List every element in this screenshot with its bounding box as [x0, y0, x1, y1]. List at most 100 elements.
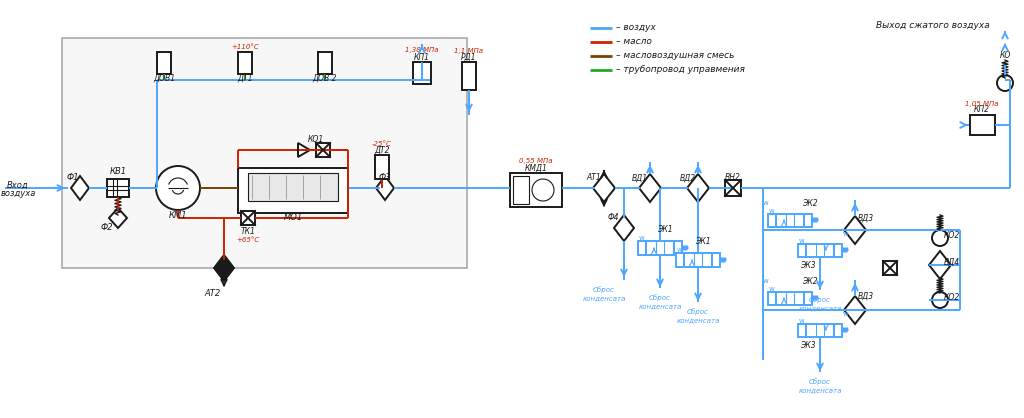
Circle shape	[932, 292, 948, 308]
Text: ЭК3: ЭК3	[800, 262, 816, 270]
Polygon shape	[614, 215, 634, 241]
Bar	[62, 38, 467, 268]
Bar	[798, 324, 806, 337]
Text: АТ2: АТ2	[205, 288, 221, 298]
Bar	[725, 180, 741, 196]
Text: 1,05 МПа: 1,05 МПа	[966, 101, 998, 107]
Text: КП2: КП2	[974, 105, 990, 115]
Text: w: w	[843, 311, 849, 317]
Text: Выход сжатого воздуха: Выход сжатого воздуха	[877, 20, 990, 30]
Text: w: w	[763, 278, 769, 284]
Text: ВД1: ВД1	[632, 173, 648, 183]
Text: Ф3: Ф3	[379, 173, 391, 183]
Text: ВД2: ВД2	[680, 173, 696, 183]
Text: ДОВ 2: ДОВ 2	[312, 74, 337, 82]
Polygon shape	[687, 174, 709, 202]
Text: воздуха: воздуха	[0, 189, 36, 197]
Text: АТ1: АТ1	[587, 173, 601, 183]
Bar	[241, 211, 255, 225]
Polygon shape	[298, 143, 310, 157]
Bar	[883, 261, 897, 275]
Polygon shape	[844, 296, 866, 324]
Text: w: w	[763, 200, 769, 206]
Text: 1,38 МПа: 1,38 МПа	[406, 47, 438, 53]
Text: КО2: КО2	[944, 293, 961, 301]
Bar	[510, 173, 562, 207]
Text: КО1: КО1	[308, 135, 325, 145]
Polygon shape	[639, 174, 662, 202]
Text: Сброс: Сброс	[649, 295, 671, 301]
Text: w: w	[799, 318, 805, 324]
Circle shape	[532, 179, 554, 201]
Bar	[318, 52, 332, 74]
Text: КО2: КО2	[944, 230, 961, 240]
Text: w: w	[677, 247, 683, 253]
Text: Ф4: Ф4	[607, 214, 618, 222]
Polygon shape	[214, 255, 234, 281]
Text: Ф2: Ф2	[100, 224, 114, 232]
Text: ДОВ1: ДОВ1	[153, 74, 175, 82]
Text: Сброс: Сброс	[687, 308, 709, 316]
Text: w: w	[639, 235, 645, 241]
Bar	[768, 214, 776, 227]
Text: – воздух: – воздух	[616, 23, 656, 33]
Bar	[238, 52, 252, 74]
Text: ВН2: ВН2	[725, 173, 741, 183]
Bar	[806, 244, 834, 257]
Text: Сброс: Сброс	[809, 297, 830, 303]
Text: Сброс: Сброс	[809, 379, 830, 385]
Text: w: w	[769, 208, 775, 214]
Bar	[776, 214, 804, 227]
Bar	[106, 179, 129, 197]
Circle shape	[997, 75, 1013, 91]
Bar	[806, 324, 834, 337]
Bar	[238, 168, 348, 213]
Bar	[776, 292, 804, 305]
Text: Ф1: Ф1	[67, 173, 79, 181]
Bar	[316, 143, 330, 157]
Text: ВД3: ВД3	[858, 214, 874, 222]
Bar	[462, 62, 476, 90]
Text: – трубопровод управмения: – трубопровод управмения	[616, 66, 744, 74]
Text: – масловоздушная смесь: – масловоздушная смесь	[616, 51, 734, 61]
Bar	[157, 52, 171, 74]
Text: ТК1: ТК1	[241, 227, 255, 237]
Text: ЭК1: ЭК1	[695, 237, 711, 247]
Bar	[768, 292, 776, 305]
Text: конденсата: конденсата	[799, 305, 842, 311]
Bar	[248, 173, 338, 201]
Text: конденсата: конденсата	[583, 295, 626, 301]
Text: ВД4: ВД4	[944, 257, 961, 267]
Bar	[638, 241, 646, 255]
Bar	[804, 214, 812, 227]
Bar	[375, 155, 389, 179]
Bar	[676, 253, 684, 267]
Polygon shape	[109, 208, 127, 228]
Text: ЭК3: ЭК3	[800, 342, 816, 351]
Text: ЭК2: ЭК2	[802, 278, 818, 286]
Text: +65°С: +65°С	[237, 237, 260, 243]
Polygon shape	[376, 176, 394, 200]
Bar	[513, 176, 529, 204]
Bar	[798, 244, 806, 257]
Bar	[674, 241, 682, 255]
Text: КВ1: КВ1	[110, 168, 127, 176]
Text: 0,55 МПа: 0,55 МПа	[519, 158, 553, 164]
Text: w: w	[843, 231, 849, 237]
Circle shape	[932, 230, 948, 246]
Text: ЭК1: ЭК1	[657, 225, 673, 234]
Bar	[413, 62, 431, 84]
Bar	[804, 292, 812, 305]
Text: ДТ2: ДТ2	[374, 145, 390, 155]
Bar	[646, 241, 674, 255]
Text: ДТ1: ДТ1	[238, 74, 253, 82]
Text: Вход: Вход	[7, 181, 29, 189]
Text: Сброс: Сброс	[593, 287, 615, 293]
Polygon shape	[929, 251, 951, 279]
Bar	[712, 253, 720, 267]
Text: – масло: – масло	[616, 38, 652, 46]
Text: +110°С: +110°С	[231, 44, 259, 50]
Bar	[970, 115, 995, 135]
Polygon shape	[593, 174, 615, 202]
Text: конденсата: конденсата	[799, 387, 842, 393]
